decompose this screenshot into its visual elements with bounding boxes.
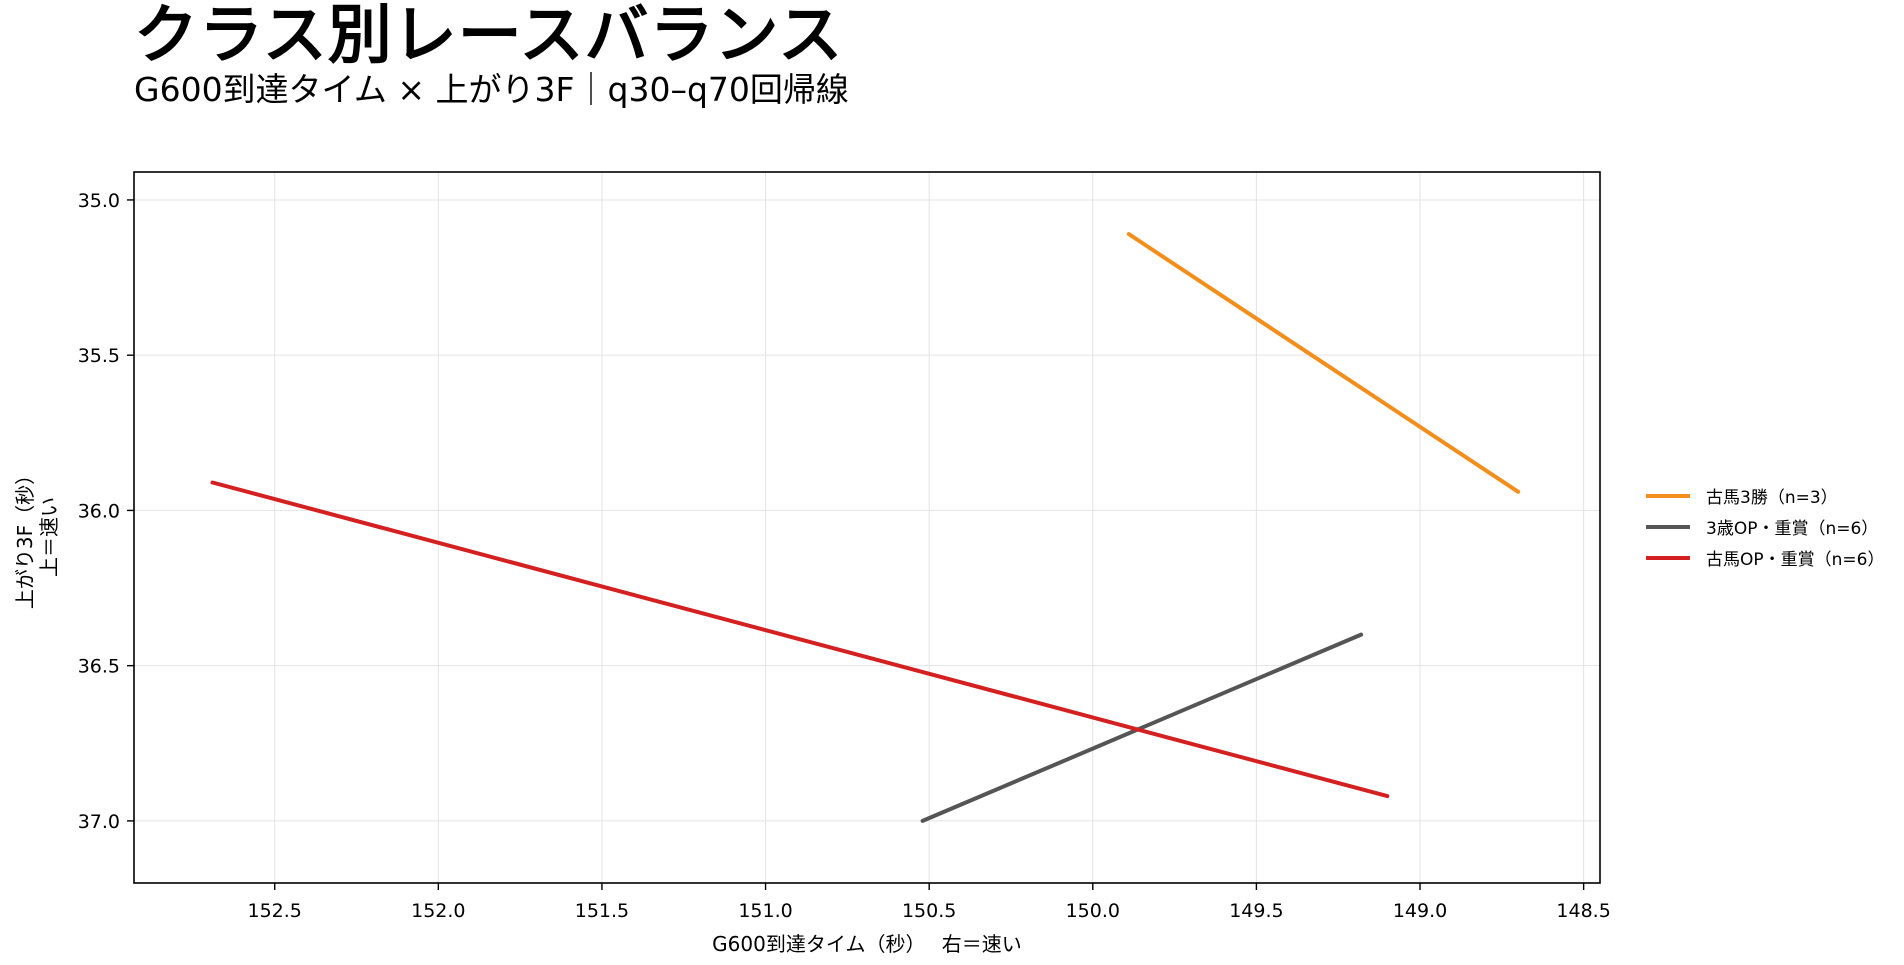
y-tick-label: 35.5	[78, 345, 120, 367]
legend-label: 3歳OP・重賞（n=6）	[1706, 519, 1879, 539]
x-tick-label: 152.5	[248, 900, 302, 922]
chart-title: クラス別レースバランス	[134, 0, 844, 73]
plot-frame	[133, 171, 1601, 884]
y-tick-label: 36.5	[78, 656, 120, 678]
y-tick-label: 37.0	[78, 811, 120, 833]
legend: 古馬3勝（n=3） 3歳OP・重賞（n=6） 古馬OP・重賞（n=6）	[1646, 480, 1884, 573]
x-tick-label: 148.5	[1556, 900, 1610, 922]
y-axis-ticks: 35.0 35.5 36.0 36.5 37.0	[78, 190, 134, 833]
x-tick-label: 151.0	[738, 900, 792, 922]
x-tick-label: 150.5	[902, 900, 956, 922]
legend-swatch	[1646, 524, 1690, 529]
legend-item-2: 3歳OP・重賞（n=6）	[1646, 511, 1884, 542]
y-tick-label: 36.0	[78, 500, 120, 522]
series-line-2	[920, 632, 1364, 823]
legend-label: 古馬3勝（n=3）	[1706, 488, 1838, 508]
x-tick-label: 152.0	[411, 900, 465, 922]
series-line-3	[210, 480, 1390, 799]
x-tick-label: 151.5	[575, 900, 629, 922]
x-tick-label: 149.0	[1393, 900, 1447, 922]
x-axis-ticks: 152.5 152.0 151.5 151.0 150.5 150.0 149.5 149.0…	[248, 883, 1611, 922]
legend-label: 古馬OP・重賞（n=6）	[1706, 550, 1885, 570]
legend-item-1: 古馬3勝（n=3）	[1646, 480, 1884, 511]
y-axis-label-note: 上＝速い	[37, 497, 61, 577]
chart-subtitle: G600到達タイム × 上がり3F｜q30–q70回帰線	[134, 70, 849, 109]
legend-swatch	[1646, 493, 1690, 498]
y-axis-label: 上がり3F（秒）	[13, 465, 37, 609]
x-axis-label: G600到達タイム（秒） 右＝速い	[712, 932, 1022, 956]
grid	[134, 172, 1600, 883]
x-tick-label: 149.5	[1229, 900, 1283, 922]
y-axis-label-group: 上がり3F（秒） 上＝速い	[13, 465, 61, 609]
y-tick-label: 35.0	[78, 190, 120, 212]
x-tick-label: 150.0	[1066, 900, 1120, 922]
series-lines	[210, 232, 1521, 823]
series-line-1	[1126, 232, 1521, 494]
legend-item-3: 古馬OP・重賞（n=6）	[1646, 542, 1884, 573]
legend-swatch	[1646, 555, 1690, 560]
